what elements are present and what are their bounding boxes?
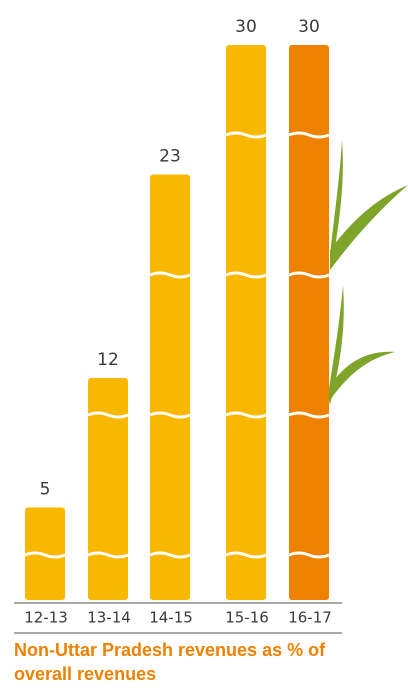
bar	[226, 45, 266, 600]
cane-node	[288, 271, 330, 279]
x-tick-label: 12-13	[24, 609, 68, 627]
bar	[88, 378, 128, 600]
value-label: 12	[97, 350, 119, 370]
value-label: 30	[235, 17, 257, 37]
cane-node	[288, 411, 330, 419]
chart-title: Non-Uttar Pradesh revenues as % of overa…	[14, 640, 326, 684]
cane-node	[288, 551, 330, 559]
leaf	[330, 140, 343, 265]
x-tick-label: 16-17	[288, 609, 332, 627]
leaf	[330, 185, 408, 270]
cane-node	[87, 551, 129, 559]
value-label: 23	[159, 147, 181, 167]
cane-node	[225, 131, 267, 139]
cane-node	[149, 551, 191, 559]
x-tick-label: 15-16	[225, 609, 269, 627]
cane-node	[225, 271, 267, 279]
x-tick-label: 13-14	[87, 609, 131, 627]
bar	[150, 174, 190, 600]
cane-node	[149, 271, 191, 279]
value-label: 30	[298, 17, 320, 37]
leaf	[328, 351, 395, 400]
cane-node	[225, 411, 267, 419]
x-tick-label: 14-15	[149, 609, 193, 627]
value-label: 5	[40, 480, 51, 500]
leaf	[328, 285, 344, 405]
bar	[289, 45, 329, 600]
cane-node	[87, 411, 129, 419]
cane-node	[288, 131, 330, 139]
cane-node	[24, 551, 66, 559]
cane-node	[225, 551, 267, 559]
cane-node	[149, 411, 191, 419]
